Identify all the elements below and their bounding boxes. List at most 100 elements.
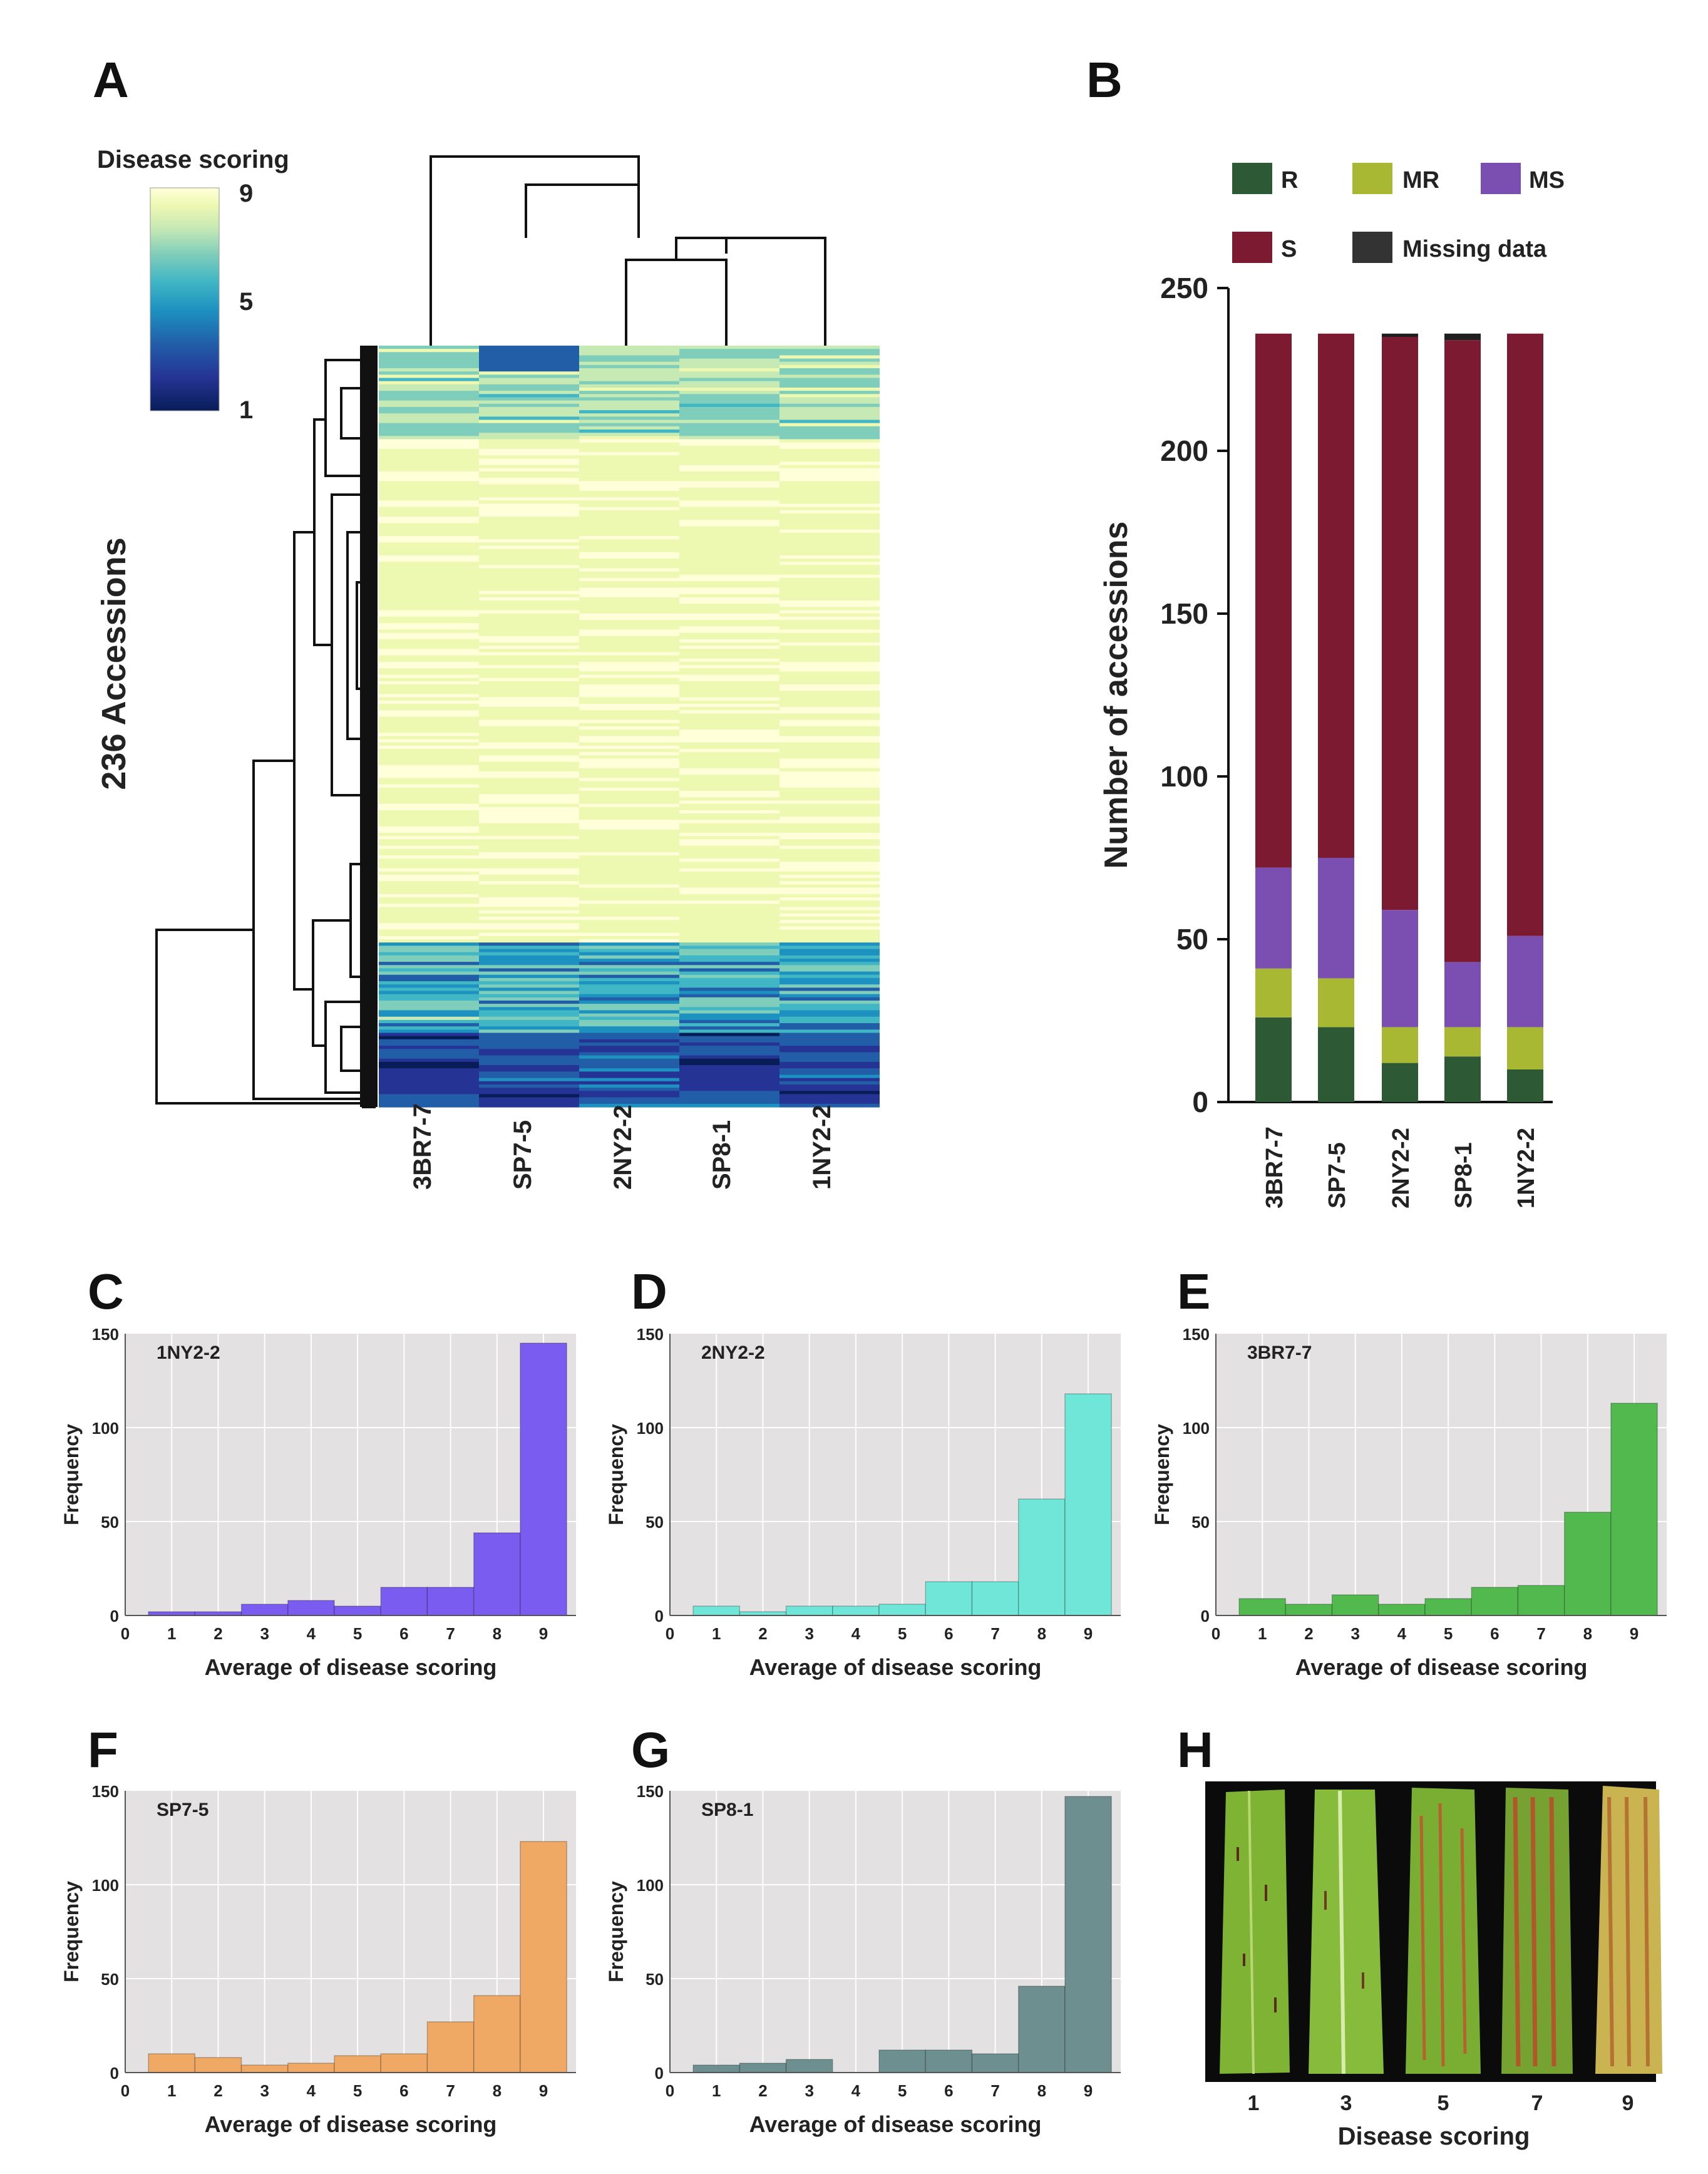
- heatmap-cell: [379, 945, 479, 950]
- heatmap-cell: [779, 778, 880, 782]
- heatmap-cell: [579, 1026, 679, 1030]
- heatmap-cell: [579, 755, 679, 760]
- heatmap-cell: [479, 839, 579, 843]
- heatmap-cell: [379, 1103, 479, 1108]
- heatmap-cell: [779, 1100, 880, 1105]
- heatmap-cell: [479, 529, 579, 533]
- heatmap-cell: [579, 517, 679, 520]
- heatmap-cell: [379, 649, 479, 653]
- heatmap-cell: [579, 619, 679, 624]
- heatmap-cell: [579, 364, 679, 369]
- heatmap-cell: [679, 878, 779, 882]
- leaf-segment: [1595, 1786, 1662, 2074]
- heatmap-cell: [479, 1023, 579, 1027]
- heatmap-cell: [779, 952, 880, 956]
- heatmap-cell: [579, 1084, 679, 1088]
- heatmap-cell: [779, 590, 880, 595]
- heatmap-cell: [479, 913, 579, 917]
- heatmap-cell: [579, 994, 679, 998]
- heatmap-cell: [679, 587, 779, 592]
- heatmap-cell: [479, 517, 579, 520]
- heatmap-cell: [379, 346, 479, 349]
- heatmap-cell: [379, 775, 479, 779]
- heatmap-cell: [479, 974, 579, 979]
- heatmap-cell: [379, 458, 479, 463]
- heatmap-cell: [779, 420, 880, 424]
- heatmap-cell: [779, 942, 880, 946]
- heatmap-cell: [379, 765, 479, 769]
- heatmap-cell: [679, 745, 779, 750]
- heatmap-cell: [579, 871, 679, 875]
- colorbar-tick-9: 9: [239, 180, 253, 207]
- heatmap-cell: [679, 1097, 779, 1101]
- heatmap-cell: [579, 433, 679, 436]
- heatmap-cell: [579, 752, 679, 756]
- heatmap-cell: [479, 1103, 579, 1108]
- x-tick-label: 2: [1304, 1624, 1313, 1643]
- heatmap-cell: [479, 490, 579, 495]
- heatmap-cell: [379, 913, 479, 917]
- heatmap-cell: [779, 387, 880, 391]
- heatmap-cell: [379, 674, 479, 679]
- heatmap-cell: [379, 610, 479, 614]
- heatmap-cell: [379, 391, 479, 394]
- heatmap-cell: [379, 733, 479, 737]
- heatmap-cell: [779, 355, 880, 359]
- heatmap-cell: [679, 794, 779, 798]
- heatmap-cell: [479, 416, 579, 421]
- leaf-segment: [1220, 1790, 1290, 2074]
- bar-segment-s: [1255, 333, 1292, 868]
- heatmap-cell: [679, 636, 779, 640]
- heatmap-cell: [679, 429, 779, 433]
- heatmap-cell: [579, 481, 679, 485]
- heatmap-cell: [579, 426, 679, 430]
- heatmap-cell: [779, 358, 880, 363]
- x-axis-label: Average of disease scoring: [205, 1654, 497, 1680]
- y-axis-label: Frequency: [60, 1424, 83, 1525]
- heatmap-cell: [579, 787, 679, 791]
- heatmap-cell: [779, 875, 880, 878]
- heatmap-cell: [579, 719, 679, 724]
- heatmap-cell: [679, 697, 779, 701]
- heatmap-cell: [779, 642, 880, 646]
- heatmap-cell: [779, 887, 880, 892]
- bar-segment-ms: [1382, 910, 1418, 1028]
- legend-label-missing: Missing data: [1402, 236, 1547, 262]
- heatmap-cell: [679, 571, 779, 575]
- heatmap-cell: [779, 945, 880, 950]
- histogram-bar: [380, 2053, 428, 2073]
- heatmap-cell: [679, 839, 779, 843]
- heatmap-cell: [779, 507, 880, 511]
- heatmap-cell: [579, 420, 679, 424]
- heatmap-cell: [379, 803, 479, 808]
- heatmap-cell: [579, 868, 679, 872]
- heatmap-cell: [779, 813, 880, 817]
- heatmap-cell: [379, 929, 479, 934]
- y-tick-label: 150: [1183, 1325, 1210, 1344]
- heatmap-cell: [579, 1019, 679, 1024]
- y-tick-label: 0: [655, 2064, 664, 2083]
- bar-segment-ms: [1318, 858, 1354, 979]
- heatmap-cell: [679, 555, 779, 559]
- heatmap-cell: [679, 829, 779, 833]
- histogram-2NY2-2: 2NY2-2 0 1 2 3 4 5 6 7 8 9 0 50 100 150 Average of dise…: [605, 1325, 1121, 1680]
- heatmap-cell: [579, 1039, 679, 1043]
- heatmap-cell: [579, 513, 679, 517]
- y-tick-label: 50: [1191, 1513, 1210, 1532]
- heatmap-cell: [379, 1068, 479, 1072]
- heatmap-cell: [579, 917, 679, 920]
- histogram-bar: [148, 2053, 196, 2073]
- heatmap-cell: [479, 1016, 579, 1021]
- x-tick-label: 7: [990, 1624, 999, 1643]
- heatmap-cell: [679, 997, 779, 1001]
- heatmap-cell: [779, 971, 880, 976]
- heatmap-cell: [679, 1094, 779, 1098]
- heatmap-cell: [679, 884, 779, 889]
- y-tick-label: 50: [101, 1513, 119, 1532]
- histogram-bar: [832, 1605, 880, 1616]
- heatmap-cell: [779, 526, 880, 530]
- heatmap-cell: [479, 716, 579, 721]
- heatmap-cell: [679, 842, 779, 847]
- heatmap-cell: [679, 352, 779, 356]
- bar-segment-r: [1255, 1017, 1292, 1102]
